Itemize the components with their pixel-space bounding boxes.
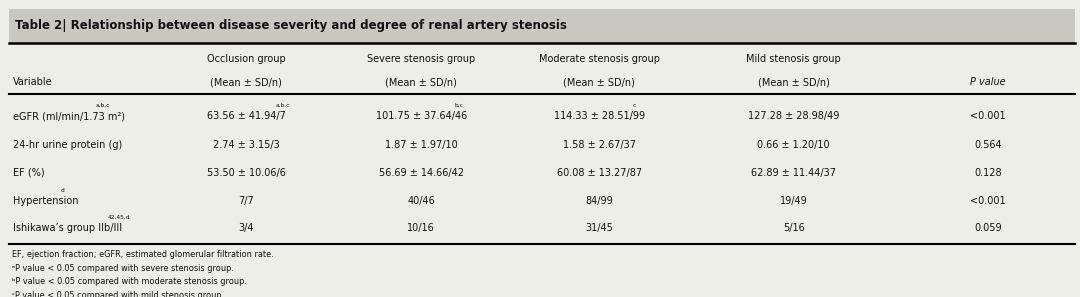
Text: 101.75 ± 37.64/46: 101.75 ± 37.64/46 (376, 111, 467, 121)
Text: 40/46: 40/46 (407, 196, 435, 206)
Text: 84/99: 84/99 (585, 196, 613, 206)
Text: 0.66 ± 1.20/10: 0.66 ± 1.20/10 (757, 140, 831, 150)
Text: 0.128: 0.128 (974, 168, 1002, 178)
Text: <0.001: <0.001 (971, 196, 1005, 206)
Text: 42,45,d: 42,45,d (107, 214, 130, 219)
Text: ᵃP value < 0.05 compared with severe stenosis group.: ᵃP value < 0.05 compared with severe ste… (12, 264, 233, 273)
Text: (Mean ± SD/n): (Mean ± SD/n) (386, 77, 457, 87)
Text: 62.89 ± 11.44/37: 62.89 ± 11.44/37 (752, 168, 836, 178)
Text: <0.001: <0.001 (971, 111, 1005, 121)
Text: Hypertension: Hypertension (13, 196, 79, 206)
Text: Severe stenosis group: Severe stenosis group (367, 54, 475, 64)
Text: 0.059: 0.059 (974, 223, 1002, 233)
Text: a,b,c: a,b,c (95, 103, 110, 108)
Text: (Mean ± SD/n): (Mean ± SD/n) (758, 77, 829, 87)
Text: 114.33 ± 28.51/99: 114.33 ± 28.51/99 (554, 111, 645, 121)
Text: 127.28 ± 28.98/49: 127.28 ± 28.98/49 (748, 111, 839, 121)
Text: EF (%): EF (%) (13, 168, 44, 178)
Text: Variable: Variable (13, 77, 53, 87)
Text: Moderate stenosis group: Moderate stenosis group (539, 54, 660, 64)
Text: 60.08 ± 13.27/87: 60.08 ± 13.27/87 (557, 168, 642, 178)
Text: Ishikawa’s group IIb/III: Ishikawa’s group IIb/III (13, 223, 122, 233)
Text: 2.74 ± 3.15/3: 2.74 ± 3.15/3 (213, 140, 280, 150)
Text: ᵇP value < 0.05 compared with moderate stenosis group.: ᵇP value < 0.05 compared with moderate s… (12, 277, 246, 286)
Text: 53.50 ± 10.06/6: 53.50 ± 10.06/6 (206, 168, 286, 178)
Text: 3/4: 3/4 (239, 223, 254, 233)
Text: P value: P value (971, 77, 1005, 87)
Text: 5/16: 5/16 (783, 223, 805, 233)
Text: (Mean ± SD/n): (Mean ± SD/n) (564, 77, 635, 87)
Text: Mild stenosis group: Mild stenosis group (746, 54, 841, 64)
Text: 1.58 ± 2.67/37: 1.58 ± 2.67/37 (563, 140, 636, 150)
Text: d: d (60, 188, 64, 193)
Bar (9, 9, 1075, 43)
Text: a,b,c: a,b,c (275, 103, 291, 108)
Text: eGFR (ml/min/1.73 m²): eGFR (ml/min/1.73 m²) (13, 111, 125, 121)
Text: Table 2| Relationship between disease severity and degree of renal artery stenos: Table 2| Relationship between disease se… (15, 20, 567, 32)
Text: 63.56 ± 41.94/7: 63.56 ± 41.94/7 (206, 111, 286, 121)
Text: 19/49: 19/49 (780, 196, 808, 206)
Text: b,c: b,c (455, 103, 463, 108)
Text: 0.564: 0.564 (974, 140, 1002, 150)
Text: ᶜP value < 0.05 compared with mild stenosis group.: ᶜP value < 0.05 compared with mild steno… (12, 291, 224, 297)
Text: (Mean ± SD/n): (Mean ± SD/n) (211, 77, 282, 87)
Text: 24-hr urine protein (g): 24-hr urine protein (g) (13, 140, 122, 150)
Text: 31/45: 31/45 (585, 223, 613, 233)
Text: c: c (633, 103, 636, 108)
Text: 56.69 ± 14.66/42: 56.69 ± 14.66/42 (379, 168, 463, 178)
Text: 10/16: 10/16 (407, 223, 435, 233)
Text: 7/7: 7/7 (239, 196, 254, 206)
Text: 1.87 ± 1.97/10: 1.87 ± 1.97/10 (384, 140, 458, 150)
Text: Occlusion group: Occlusion group (207, 54, 285, 64)
Text: EF, ejection fraction; eGFR, estimated glomerular filtration rate.: EF, ejection fraction; eGFR, estimated g… (12, 250, 273, 259)
